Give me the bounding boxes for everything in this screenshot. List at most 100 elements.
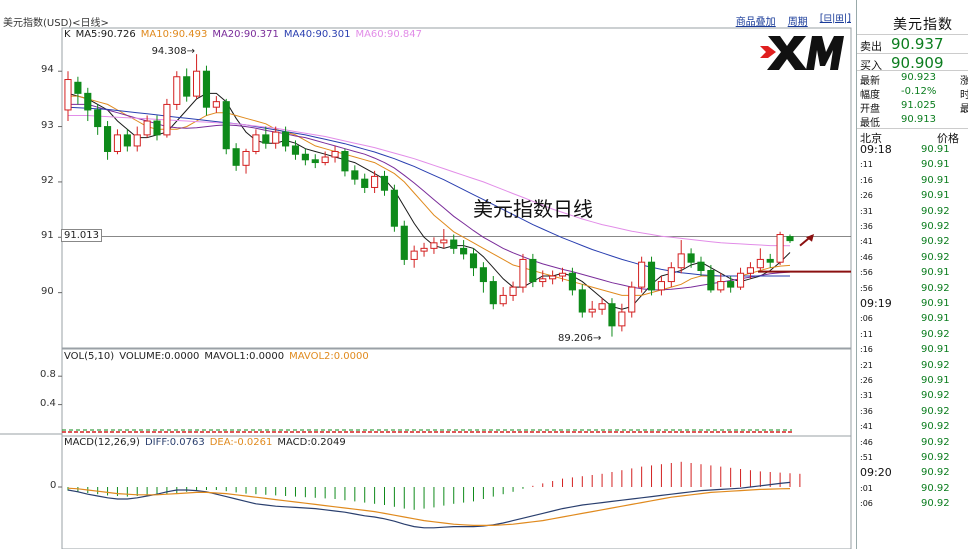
macd-panel-border: [61, 435, 852, 549]
candle: [588, 300, 596, 318]
tick-time: :56: [860, 268, 873, 278]
candle-body: [568, 272, 576, 291]
tick-price: 90.91: [921, 313, 950, 325]
price-axis-label: 93: [41, 119, 54, 131]
candle-body: [331, 150, 339, 158]
candle: [509, 281, 517, 301]
price-axis-label: 92: [41, 174, 54, 186]
stat-label: 最低: [860, 118, 880, 129]
candle: [638, 256, 646, 293]
candle-body: [153, 120, 161, 136]
stat-value: -0.12%: [901, 86, 937, 97]
candle: [74, 76, 82, 105]
tick-time: :16: [860, 175, 873, 185]
candle: [252, 129, 260, 155]
candle-body: [786, 236, 794, 242]
candle-body: [272, 131, 280, 144]
ma-line-ma20: [68, 103, 791, 291]
candle-body: [588, 308, 596, 313]
candle-body: [717, 281, 725, 291]
tick-time: :11: [860, 329, 873, 339]
candle: [272, 126, 280, 149]
volume-panel-border: [61, 348, 852, 437]
candle-body: [202, 70, 211, 108]
tick-price: 90.92: [921, 205, 950, 217]
candle-body: [608, 303, 616, 327]
tick-time: :11: [860, 160, 873, 170]
candle-body: [390, 189, 398, 227]
candle: [390, 184, 398, 232]
tick-price: 90.91: [921, 174, 950, 186]
candle-body: [282, 131, 290, 147]
candle-body: [539, 278, 547, 283]
tick-price: 90.92: [921, 405, 950, 417]
candle-body: [707, 270, 715, 291]
chart-area[interactable]: 美元指数(USD)<日线> 商品叠加 周期 [⊟|⊞|] K MA5:90.726…: [0, 0, 855, 549]
tick-time: :06: [860, 314, 873, 324]
tick-time: :31: [860, 391, 873, 401]
candle-body: [499, 294, 507, 305]
tick-price: 90.92: [921, 359, 950, 371]
tick-time: :26: [860, 376, 873, 385]
xm-logo: [754, 30, 844, 74]
candle: [84, 87, 92, 122]
candle-body: [667, 267, 675, 283]
candle: [301, 148, 309, 166]
candle: [361, 173, 369, 193]
tick-price: 90.92: [921, 221, 950, 232]
volume-legend: VOL(5,10) VOLUME:0.0000 MAVOL1:0.0000 MAVOL…: [64, 351, 374, 362]
candle: [628, 281, 636, 318]
stat-extra: 最: [960, 104, 968, 115]
candle: [687, 248, 695, 268]
candle-body: [222, 101, 230, 150]
diff-line: [67, 481, 791, 529]
tick-price: 90.92: [921, 436, 950, 448]
candle-body: [598, 303, 606, 310]
tick-price: 90.92: [921, 498, 950, 510]
tick-time: :06: [860, 499, 873, 509]
tick-time: :51: [860, 453, 873, 462]
candle: [380, 170, 389, 196]
candle-body: [479, 267, 487, 283]
tick-time: :36: [860, 406, 873, 416]
candle: [341, 148, 349, 177]
candle: [677, 240, 685, 274]
legend-item: MACD(12,26,9): [64, 437, 140, 448]
candle-body: [489, 281, 497, 305]
legend-prefix: K: [64, 29, 71, 40]
legend-item: VOL(5,10): [64, 351, 115, 362]
candle-body: [311, 159, 319, 164]
candle: [549, 270, 557, 285]
candle: [143, 115, 151, 138]
candle-body: [84, 92, 92, 111]
candle-body: [440, 239, 448, 244]
tick-time: 09:18: [860, 143, 892, 156]
toolbar-links: 商品叠加 周期 [⊟|⊞|]: [736, 13, 851, 28]
legend-item: MA20:90.371: [212, 29, 279, 40]
tick-price: 90.92: [921, 251, 950, 263]
candle-body: [549, 275, 557, 280]
price-panel-border: [61, 27, 852, 349]
period-link[interactable]: 周期: [787, 17, 808, 28]
candle: [707, 264, 715, 293]
tick-time: :46: [860, 252, 873, 262]
candle: [183, 68, 191, 102]
layout-toggle-link[interactable]: [⊟|⊞|]: [819, 13, 851, 24]
legend-item: VOLUME:0.0000: [119, 351, 200, 362]
candle: [202, 65, 211, 116]
overlay-commodity-link[interactable]: 商品叠加: [735, 17, 776, 28]
chart-canvas[interactable]: [0, 0, 855, 549]
candle-body: [746, 267, 755, 274]
tick-time: :36: [860, 222, 873, 231]
candle-body: [103, 126, 112, 152]
candle: [311, 154, 319, 169]
candle-body: [628, 286, 636, 313]
candle: [776, 231, 784, 265]
price-axis-label: 91: [41, 230, 54, 242]
candle: [568, 267, 576, 296]
candle: [173, 71, 181, 110]
legend-item: MAVOL2:0.0000: [289, 351, 369, 362]
candle-body: [647, 261, 656, 291]
vol-axis-label: 0.8: [40, 369, 56, 381]
candle: [262, 126, 270, 149]
